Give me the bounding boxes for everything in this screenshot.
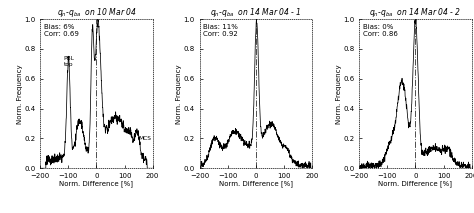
Title: $q_n$-$q_{ba}$  on 14 Mar 04 - 2: $q_n$-$q_{ba}$ on 14 Mar 04 - 2 (369, 6, 462, 19)
Title: $q_n$-$q_{ba}$  on 10 Mar 04: $q_n$-$q_{ba}$ on 10 Mar 04 (56, 6, 137, 19)
Y-axis label: Norm. Frequency: Norm. Frequency (336, 64, 342, 124)
Text: MCS: MCS (138, 136, 151, 141)
X-axis label: Norm. Difference [%]: Norm. Difference [%] (378, 181, 453, 187)
X-axis label: Norm. Difference [%]: Norm. Difference [%] (59, 181, 134, 187)
Text: Bias: 6%
Corr: 0.69: Bias: 6% Corr: 0.69 (44, 24, 79, 37)
Y-axis label: Norm. Frequency: Norm. Frequency (17, 64, 23, 124)
Text: PBL
top: PBL top (63, 56, 74, 67)
Text: Bias: 0%
Corr: 0.86: Bias: 0% Corr: 0.86 (363, 24, 398, 37)
X-axis label: Norm. Difference [%]: Norm. Difference [%] (219, 181, 293, 187)
Title: $q_n$-$q_{ba}$  on 14 Mar 04 - 1: $q_n$-$q_{ba}$ on 14 Mar 04 - 1 (210, 6, 302, 19)
Text: Bias: 11%
Corr: 0.92: Bias: 11% Corr: 0.92 (203, 24, 238, 37)
Y-axis label: Norm. Frequency: Norm. Frequency (176, 64, 182, 124)
